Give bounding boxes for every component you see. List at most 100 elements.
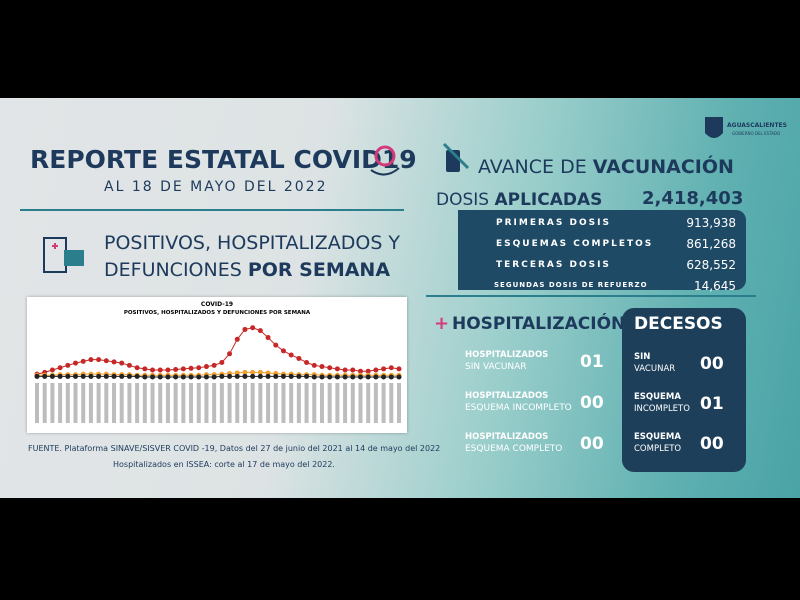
x-label-bar [104,383,109,423]
data-point [365,374,371,380]
x-label-bar [42,383,47,423]
data-point [288,352,294,358]
dose-label: PRIMERAS DOSIS [496,218,611,228]
logo-name: AGUASCALIENTES [727,122,787,129]
death-label: ESQUEMA [634,432,681,442]
data-point [211,374,217,380]
chart-subtitle: POSITIVOS, HOSPITALIZADOS Y DEFUNCIONES … [124,310,311,316]
logo-sub: GOBIERNO DEL ESTADO [732,131,781,136]
separator [426,295,756,297]
x-label-bar [389,383,394,423]
hosp-label: HOSPITALIZADOS [465,391,549,401]
data-point [381,374,387,380]
data-point [203,364,209,370]
x-label-bar [319,383,324,423]
data-point [180,366,186,372]
data-point [288,373,294,379]
x-label-bar [304,383,309,423]
data-point [96,373,102,379]
x-label-bar [358,383,363,423]
data-point [49,367,55,373]
data-point [73,373,79,379]
data-point [334,366,340,372]
data-point [165,367,171,373]
data-point [350,374,356,380]
hosp-value: 00 [580,393,604,413]
report-date: AL 18 DE MAYO DEL 2022 [104,179,328,195]
x-label-bar [127,383,132,423]
data-point [88,373,94,379]
data-point [49,373,55,379]
data-point [119,373,125,379]
data-point [273,373,279,379]
data-point [134,365,140,371]
data-point [334,374,340,380]
x-label-bar [119,383,124,423]
data-point [111,359,117,365]
data-point [280,348,286,354]
data-point [396,374,402,380]
x-label-bar [266,383,271,423]
data-point [73,360,79,366]
data-point [257,328,263,334]
data-point [150,374,156,380]
map-icon [370,145,400,176]
data-point [265,370,271,376]
death-sub: VACUNAR [634,364,676,374]
data-point [265,335,271,341]
x-label-bar [289,383,294,423]
data-point [188,374,194,380]
x-label-bar [181,383,186,423]
x-label-bar [212,383,217,423]
dose-label: SEGUNDAS DOSIS DE REFUERZO [494,281,648,289]
x-label-bar [381,383,386,423]
x-label-bar [343,383,348,423]
death-value: 00 [700,354,724,374]
data-point [196,374,202,380]
death-value: 00 [700,434,724,454]
data-point [296,355,302,361]
data-point [150,367,156,373]
data-point [327,374,333,380]
x-label-bar [335,383,340,423]
data-point [142,374,148,380]
data-point [211,362,217,368]
dose-value: 14,645 [694,279,736,293]
separator [20,209,404,211]
data-point [250,369,256,375]
data-point [342,374,348,380]
data-point [203,374,209,380]
data-point [157,374,163,380]
doses-total: 2,418,403 [642,188,744,209]
hosp-value: 01 [580,352,604,372]
x-label-bar [173,383,178,423]
x-label-bar [81,383,86,423]
data-point [242,326,248,332]
deaths-panel [622,308,746,472]
x-label-bar [273,383,278,423]
doses-light: DOSIS [436,190,495,210]
vaccination-title-light: AVANCE DE [478,156,593,178]
data-point [311,374,317,380]
x-label-bar [242,383,247,423]
x-label-bar [235,383,240,423]
x-label-bar [366,383,371,423]
data-point [357,374,363,380]
hosp-sub: ESQUEMA INCOMPLETO [465,403,572,413]
source-1: FUENTE. Plataforma SINAVE/SISVER COVID -… [28,444,441,453]
x-label-bar [96,383,101,423]
data-point [250,325,256,331]
data-point [373,374,379,380]
x-label-bar [165,383,170,423]
x-label-bar [373,383,378,423]
x-label-bar [250,383,255,423]
x-label-bar [65,383,70,423]
hosp-label: HOSPITALIZADOS [465,350,549,360]
data-point [142,366,148,372]
data-point [103,373,109,379]
vaccine-icon [442,142,470,172]
death-sub: COMPLETO [634,444,682,454]
data-point [304,360,310,365]
data-point [65,373,71,379]
